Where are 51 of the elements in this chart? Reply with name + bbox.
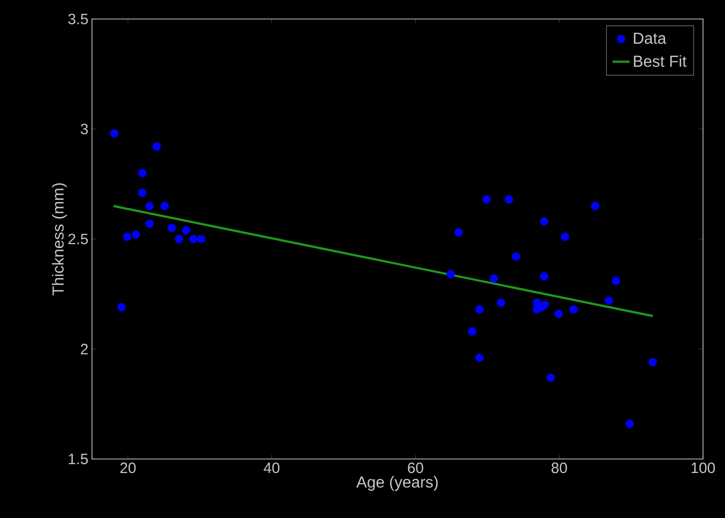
point: [182, 226, 190, 234]
point: [590, 202, 600, 210]
x-tick-label: 40: [264, 462, 280, 474]
y-tick-label: 1.5: [68, 454, 88, 464]
point: [138, 188, 147, 197]
point: [132, 230, 140, 239]
point: [504, 195, 514, 204]
y-tick-label: 3.5: [68, 14, 88, 24]
point: [540, 300, 550, 310]
x-axis-title: Age (years): [356, 476, 438, 491]
point: [554, 310, 563, 318]
x-tick-label: 20: [120, 462, 136, 474]
x-tick-label: 80: [552, 462, 567, 474]
y-axis-title: Thickness (mm): [52, 183, 67, 296]
point: [145, 202, 154, 210]
point: [197, 234, 206, 244]
point: [612, 276, 620, 285]
legend-label: Best Fit: [634, 55, 687, 67]
point: [569, 305, 578, 314]
point: [110, 129, 118, 138]
point: [174, 234, 184, 244]
point: [482, 195, 491, 204]
x-tick-label: 100: [692, 462, 715, 474]
point: [626, 420, 634, 428]
point: [490, 274, 498, 283]
point: [189, 234, 198, 244]
y-tick-label: 2: [80, 344, 88, 354]
point: [454, 228, 463, 237]
legend-label: Data: [634, 32, 666, 44]
point: [540, 217, 548, 226]
point: [123, 232, 132, 241]
point: [475, 305, 484, 314]
point: [496, 298, 506, 307]
point: [446, 270, 455, 278]
point: [475, 354, 484, 362]
point: [160, 202, 169, 210]
point: [546, 373, 555, 382]
point: [138, 168, 147, 178]
point: [648, 358, 657, 366]
point: [540, 272, 548, 281]
y-tick-label: 3: [80, 124, 88, 134]
point: [604, 296, 614, 305]
point: [152, 142, 161, 151]
x-tick-label: 60: [408, 462, 424, 474]
point: [512, 252, 520, 261]
point: [117, 303, 126, 312]
y-tick-label: 2.5: [68, 234, 88, 244]
point: [145, 219, 154, 228]
point: [168, 224, 176, 232]
point: [468, 327, 476, 336]
point: [560, 232, 570, 241]
